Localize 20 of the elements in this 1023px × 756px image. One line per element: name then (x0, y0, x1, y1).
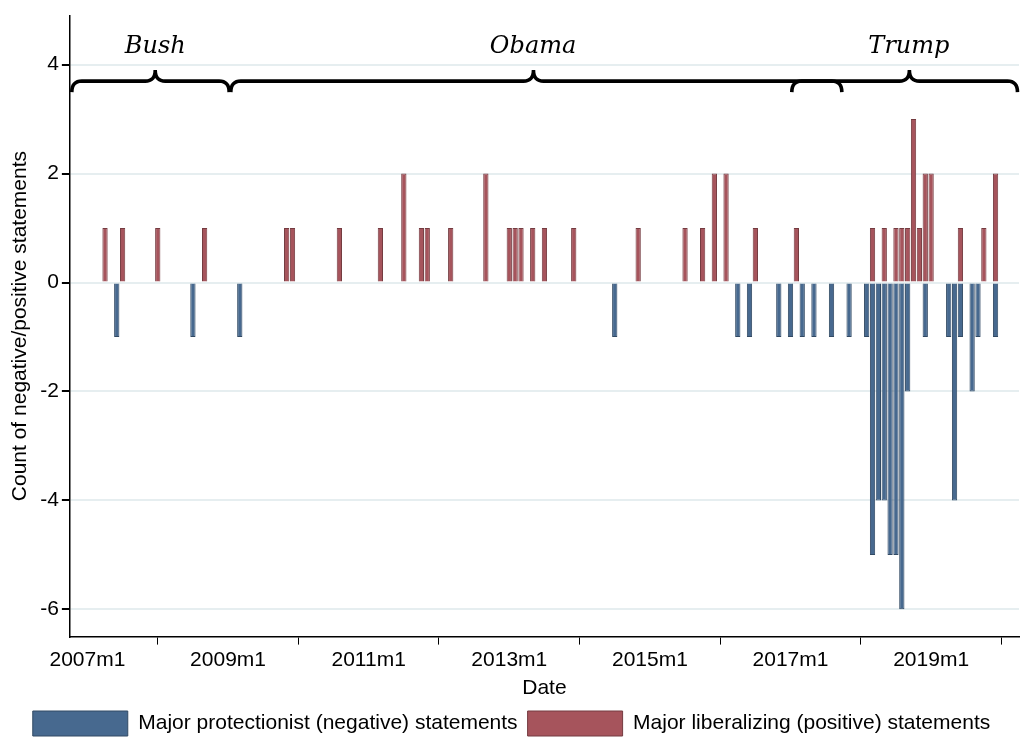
y-tick-label: 4 (47, 51, 60, 75)
x-tick-label: 2013m1 (471, 647, 548, 670)
y-tick-label: -6 (40, 596, 59, 620)
legend-label: Major liberalizing (positive) statements (633, 710, 991, 734)
y-tick-label: -2 (40, 378, 59, 402)
x-axis-title: Date (522, 675, 567, 699)
y-tick-label: 2 (47, 160, 59, 184)
x-tick-label: 2009m1 (190, 647, 267, 670)
y-tick-label: 0 (47, 269, 59, 293)
y-tick-label: -4 (40, 487, 60, 511)
x-tick-label: 2011m1 (331, 647, 406, 670)
x-tick-label: 2019m1 (893, 647, 970, 670)
y-axis-title: Count of negative/positive statements (7, 151, 31, 502)
x-tick-label: 2007m1 (49, 647, 126, 670)
x-tick-label: 2017m1 (752, 647, 829, 670)
annotation: Trump (868, 30, 950, 59)
annotation: Bush (123, 30, 186, 59)
annotation: Obama (489, 30, 577, 59)
x-tick-label: 2015m1 (611, 647, 688, 670)
legend-label: Major protectionist (negative) statements (138, 710, 518, 734)
